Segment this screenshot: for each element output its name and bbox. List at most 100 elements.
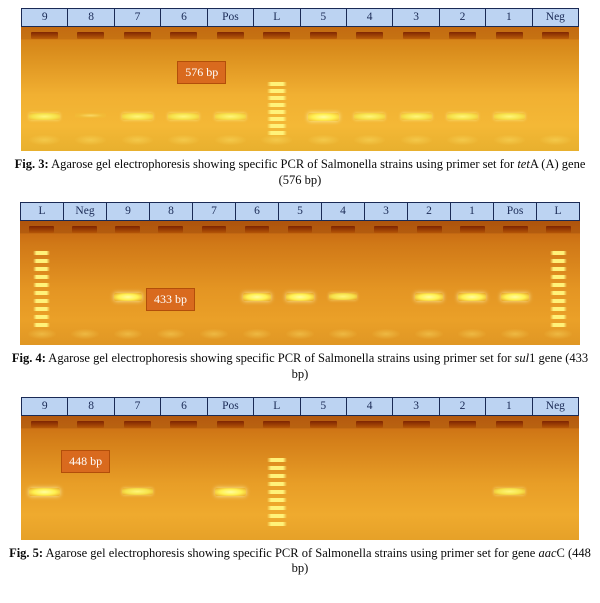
band <box>75 113 106 118</box>
band <box>29 488 60 496</box>
ladder-band <box>550 315 568 319</box>
well <box>449 32 476 39</box>
page: 9 8 7 6 Pos L 5 4 3 2 1 Neg <box>0 0 600 603</box>
bp-tag-fig5: 448 bp <box>61 450 110 473</box>
ladder-band <box>33 299 51 303</box>
well <box>263 32 290 39</box>
ladder-band <box>33 283 51 287</box>
lane-label: 3 <box>393 398 439 415</box>
lane-label: 1 <box>486 9 532 26</box>
band <box>458 293 486 301</box>
well <box>217 421 244 428</box>
band <box>415 293 443 301</box>
ladder-band <box>33 315 51 319</box>
band <box>29 113 60 120</box>
primer-dimer-haze <box>261 135 292 145</box>
primer-dimer-haze <box>544 329 572 339</box>
lane-label: 4 <box>347 9 393 26</box>
band <box>243 293 271 301</box>
well <box>288 226 313 233</box>
lane-label: 4 <box>322 203 365 220</box>
lane-label: 9 <box>107 203 150 220</box>
ladder-band <box>267 96 287 100</box>
band <box>447 113 478 120</box>
ladder-band <box>550 291 568 295</box>
primer-dimer-haze <box>75 135 106 145</box>
lane-label: 7 <box>115 398 161 415</box>
well <box>356 421 383 428</box>
band <box>494 113 525 120</box>
band <box>286 293 314 301</box>
caption-italic: aac <box>538 546 556 560</box>
well <box>77 421 104 428</box>
ladder-band <box>550 323 568 327</box>
primer-dimer-haze <box>200 329 228 339</box>
ladder-band <box>267 474 287 478</box>
primer-dimer-haze <box>372 329 400 339</box>
ladder-band <box>267 82 287 86</box>
well <box>77 32 104 39</box>
primer-dimer-haze <box>401 135 432 145</box>
lane-label: 3 <box>365 203 408 220</box>
well <box>29 226 54 233</box>
primer-dimer-haze <box>308 135 339 145</box>
lane-label: 8 <box>68 9 114 26</box>
lane-label: 8 <box>150 203 193 220</box>
ladder-band <box>267 117 287 121</box>
lane-label: L <box>21 203 64 220</box>
lane-label: 9 <box>22 9 68 26</box>
ladder-band <box>550 267 568 271</box>
ladder-band <box>33 251 51 255</box>
band <box>168 113 199 120</box>
gel-image-fig4: 433 bp <box>20 221 580 345</box>
primer-dimer-haze <box>122 135 153 145</box>
primer-dimer-haze <box>501 329 529 339</box>
figure-4: L Neg 9 8 7 6 5 4 3 2 1 Pos L <box>0 202 600 382</box>
primer-dimer-haze <box>157 329 185 339</box>
caption-fig4: Fig. 4: Agarose gel electrophoresis show… <box>5 351 595 382</box>
band <box>308 113 339 121</box>
well <box>72 226 97 233</box>
bp-tag-fig3: 576 bp <box>177 61 226 84</box>
well <box>496 421 523 428</box>
well <box>496 32 523 39</box>
lane-label: Pos <box>208 9 254 26</box>
ladder-band <box>33 259 51 263</box>
lane-label: 8 <box>68 398 114 415</box>
caption-text: Agarose gel electrophoresis showing spec… <box>46 351 515 365</box>
lane-label: 6 <box>161 398 207 415</box>
ladder-band <box>267 103 287 107</box>
well <box>202 226 227 233</box>
primer-dimer-haze <box>354 135 385 145</box>
ladder-band <box>267 522 287 526</box>
well <box>503 226 528 233</box>
well <box>403 421 430 428</box>
primer-dimer-haze <box>71 329 99 339</box>
caption-lead: Fig. 3: <box>15 157 49 171</box>
lane-label: 3 <box>393 9 439 26</box>
primer-dimer-haze <box>28 329 56 339</box>
primer-dimer-haze <box>29 135 60 145</box>
well <box>245 226 270 233</box>
lane-header-fig4: L Neg 9 8 7 6 5 4 3 2 1 Pos L <box>20 202 580 221</box>
primer-dimer-haze <box>447 135 478 145</box>
ladder-band <box>550 259 568 263</box>
band <box>122 113 153 120</box>
lane-label: 6 <box>161 9 207 26</box>
lane-label: 7 <box>193 203 236 220</box>
primer-dimer-haze <box>415 329 443 339</box>
caption-italic: tet <box>517 157 530 171</box>
well <box>374 226 399 233</box>
well <box>158 226 183 233</box>
well <box>170 421 197 428</box>
gel-image-fig5: 448 bp <box>21 416 579 540</box>
well <box>170 32 197 39</box>
lane-label: Neg <box>64 203 107 220</box>
lane-label: 7 <box>115 9 161 26</box>
figure-3: 9 8 7 6 Pos L 5 4 3 2 1 Neg <box>0 8 600 188</box>
gel-image-fig3: 576 bp <box>21 27 579 151</box>
primer-dimer-haze <box>494 135 525 145</box>
lane-label: 2 <box>440 398 486 415</box>
well <box>542 32 569 39</box>
lane-label: Pos <box>494 203 537 220</box>
